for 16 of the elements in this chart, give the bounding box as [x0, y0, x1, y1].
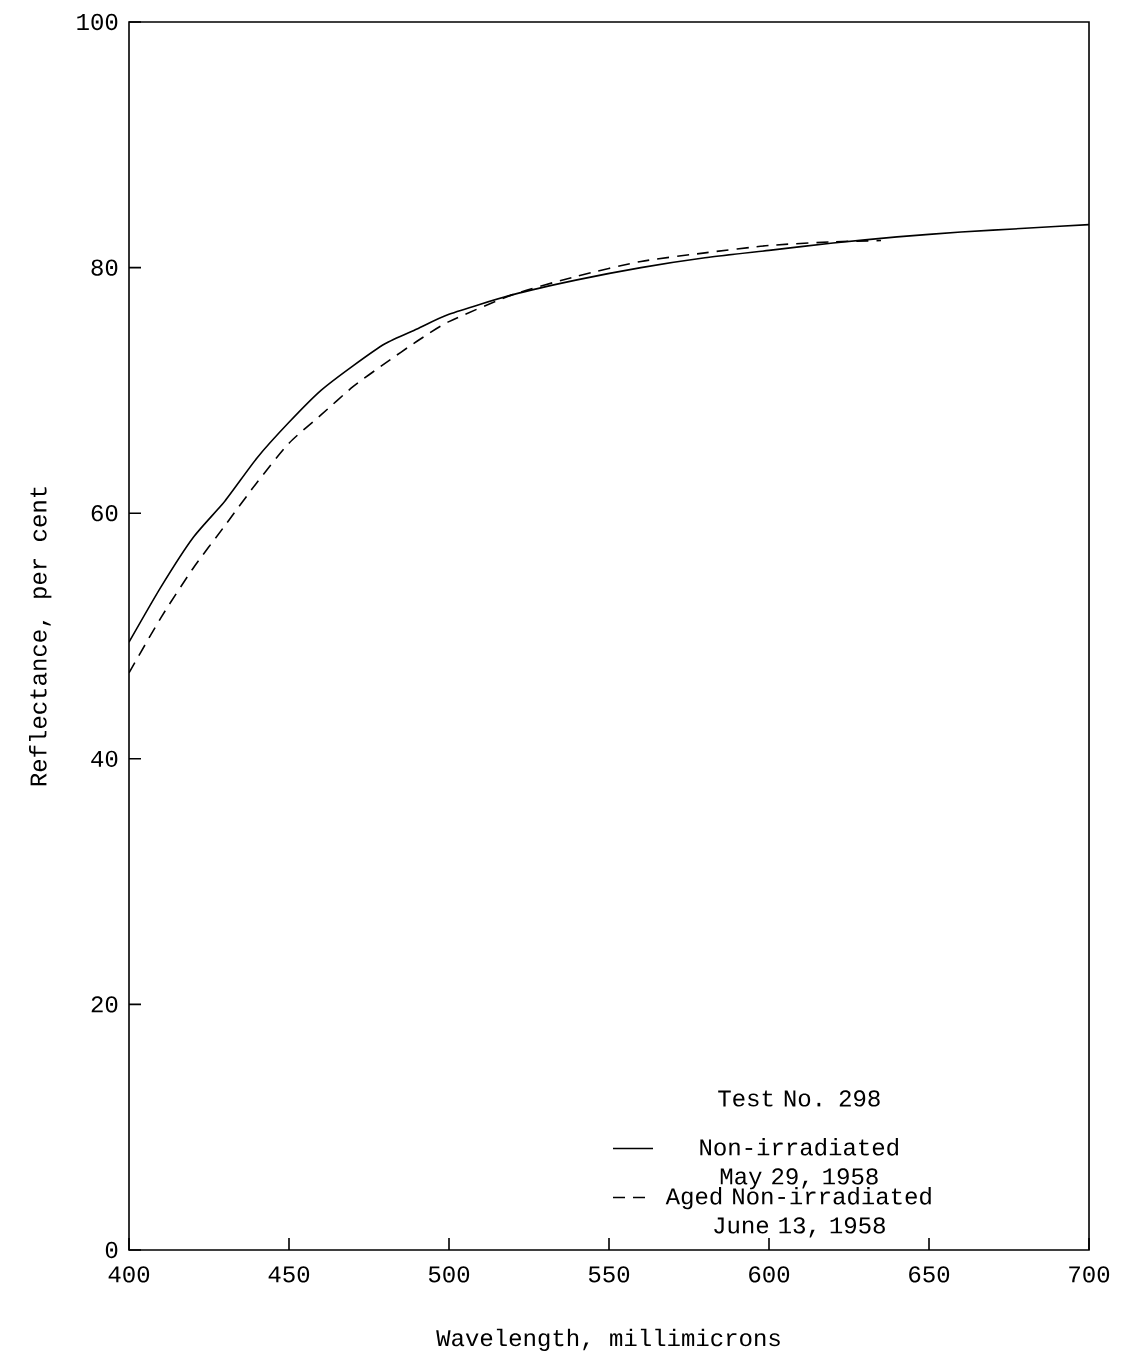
y-tick-label: 100 [77, 13, 118, 31]
x-axis-title: Wavelength, millimicrons [436, 1328, 780, 1352]
x-tick-label: 650 [909, 1266, 950, 1283]
x-tick-label: 600 [749, 1266, 790, 1283]
y-tick-label: 20 [91, 996, 118, 1013]
y-tick-label: 40 [91, 750, 118, 767]
y-tick-label: 60 [91, 505, 118, 522]
x-tick-label: 550 [588, 1266, 630, 1283]
x-tick-label: 450 [268, 1266, 310, 1283]
x-tick-label: 400 [108, 1266, 150, 1283]
y-tick-label: 0 [105, 1241, 118, 1259]
y-tick-label: 80 [91, 259, 118, 276]
x-tick-label: 500 [428, 1266, 470, 1283]
legend-title: Test No. 298 [718, 1090, 880, 1107]
x-tick-label: 700 [1069, 1266, 1110, 1283]
y-axis-title: Reflectance, per cent [29, 487, 52, 786]
